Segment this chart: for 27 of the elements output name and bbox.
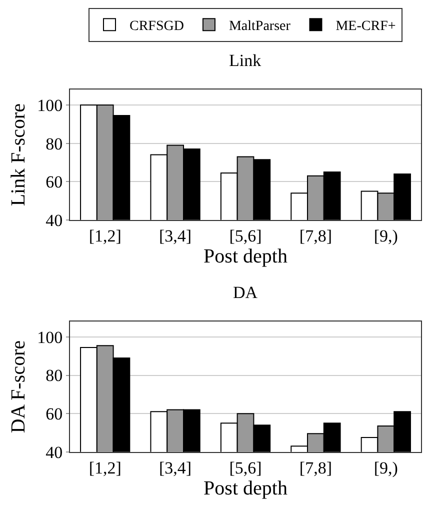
chart-title: Link xyxy=(229,51,262,70)
x-tick-label: [3,4] xyxy=(159,458,192,478)
x-axis-title: Post depth xyxy=(204,245,288,268)
y-tick-label: 80 xyxy=(46,366,63,386)
x-tick-label: [7,8] xyxy=(299,226,332,246)
legend-label: MaltParser xyxy=(228,19,291,34)
y-tick-label: 100 xyxy=(37,96,63,115)
y-tick-label: 40 xyxy=(46,210,63,230)
y-tick-label: 60 xyxy=(46,404,63,424)
y-tick-label: 60 xyxy=(46,172,63,192)
x-tick-label: [5,6] xyxy=(229,458,262,478)
x-tick-label: [9,) xyxy=(374,226,398,246)
x-tick-label: [1,2] xyxy=(88,226,122,246)
x-tick-label: [1,2] xyxy=(88,458,122,478)
x-tick-label: [3,4] xyxy=(159,226,192,246)
x-tick-label: [9,) xyxy=(374,458,398,478)
y-axis-title: DA F-score xyxy=(8,340,30,434)
legend-label: ME-CRF+ xyxy=(336,19,396,34)
y-tick-label: 100 xyxy=(37,328,63,347)
legend-label: CRFSGD xyxy=(130,19,184,34)
chart-title: DA xyxy=(233,283,258,302)
y-axis-title: Link F-score xyxy=(8,103,30,206)
y-tick-label: 80 xyxy=(46,134,63,154)
x-axis-title: Post depth xyxy=(204,477,288,500)
y-tick-label: 40 xyxy=(46,442,63,462)
x-tick-label: [5,6] xyxy=(229,226,262,246)
x-tick-label: [7,8] xyxy=(299,458,332,478)
